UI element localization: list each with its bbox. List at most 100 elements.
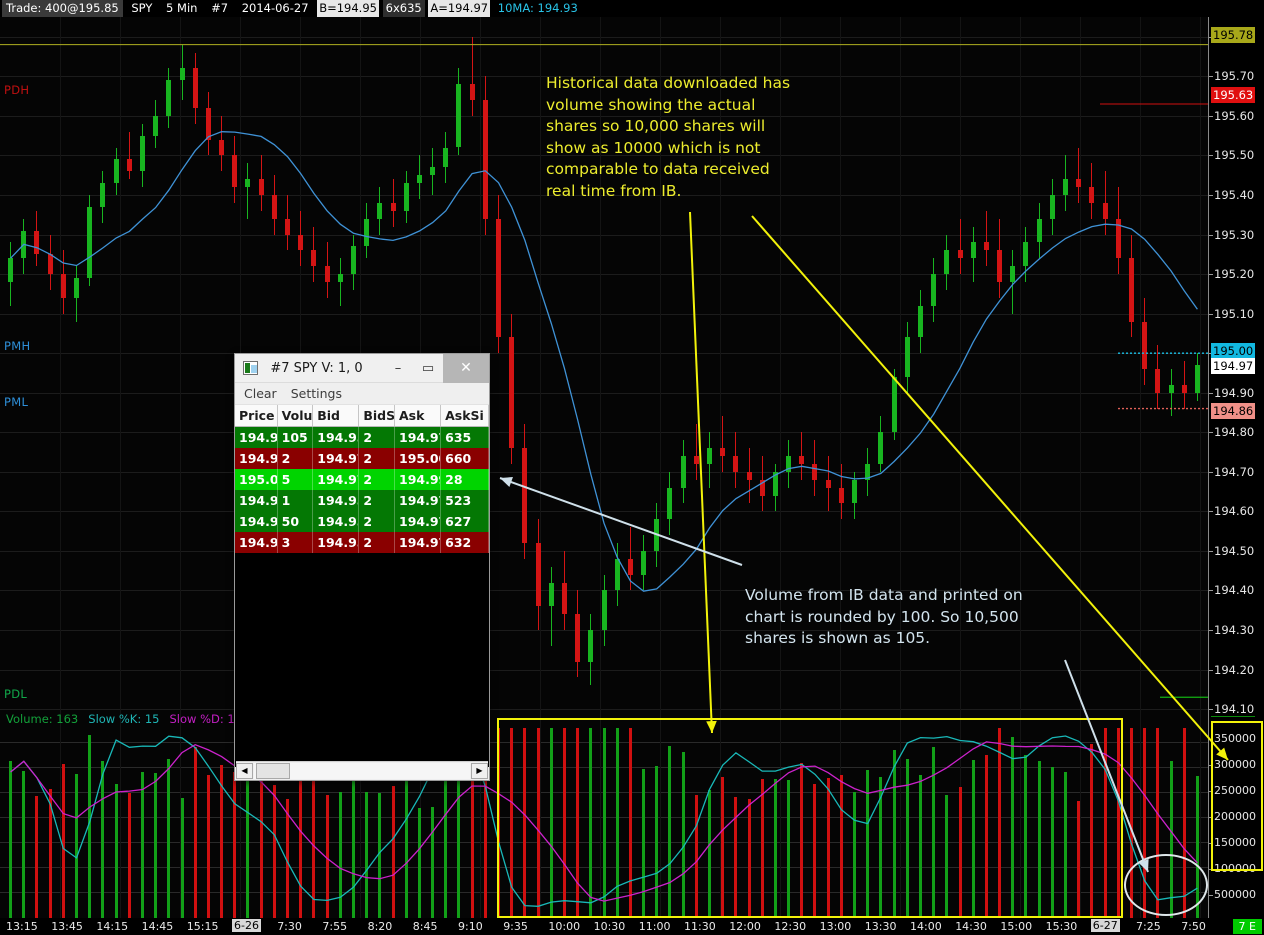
window-titlebar[interactable]: #7 SPY V: 1, 0 – ▭ ✕	[235, 353, 489, 383]
scroll-left-button[interactable]: ◀	[236, 762, 253, 779]
candle-body	[113, 159, 119, 184]
candle-body	[21, 230, 27, 259]
gridline	[0, 709, 1208, 711]
table-cell: 2	[359, 532, 395, 553]
gridline-v	[540, 17, 541, 717]
time-tick-label: 13:45	[51, 920, 83, 933]
time-tick-label: 14:00	[910, 920, 942, 933]
volume-bar	[391, 785, 395, 918]
column-header[interactable]: AskSi	[441, 405, 489, 426]
candle-body	[100, 183, 106, 207]
candle-body	[285, 218, 291, 235]
table-row[interactable]: 194.97105194.952194.97635	[235, 427, 489, 448]
price-tick-label: 194.90	[1214, 385, 1255, 400]
price-tick-label: 195.30	[1214, 227, 1255, 242]
column-header[interactable]: Ask	[395, 405, 442, 426]
volume-bar	[378, 792, 382, 918]
candle-wick	[339, 258, 341, 306]
scroll-right-button[interactable]: ▶	[471, 762, 488, 779]
table-cell: 2	[359, 490, 395, 511]
window-menubar[interactable]: Clear Settings	[235, 383, 489, 405]
candle-body	[47, 254, 53, 275]
candle-wick	[550, 566, 552, 646]
maximize-button[interactable]: ▭	[421, 360, 435, 376]
time-and-sales-window[interactable]: #7 SPY V: 1, 0 – ▭ ✕ Clear Settings Pric…	[234, 353, 490, 781]
table-cell: 194.97	[235, 490, 278, 511]
table-row[interactable]: 194.972194.972195.00660	[235, 448, 489, 469]
candle-body	[904, 337, 910, 377]
price-highlight-label: 195.00	[1211, 343, 1256, 359]
gridline	[0, 274, 1208, 276]
table-row[interactable]: 194.971194.952194.97523	[235, 490, 489, 511]
price-tick-label: 194.10	[1214, 702, 1255, 717]
candle-body	[1076, 179, 1082, 188]
table-row[interactable]: 194.9750194.952194.97627	[235, 511, 489, 532]
table-row[interactable]: 194.953194.952194.97632	[235, 532, 489, 553]
table-cell: 194.95	[313, 511, 360, 532]
table-row[interactable]: 195.005194.972194.9928	[235, 469, 489, 490]
candle-body	[1194, 365, 1200, 393]
axis-tick	[1209, 432, 1213, 434]
candle-body	[627, 558, 633, 575]
price-marker-pdl: PDL	[4, 687, 28, 701]
candle-body	[456, 84, 462, 148]
volume-bar	[272, 785, 276, 918]
menu-item-settings[interactable]: Settings	[290, 386, 342, 401]
minimize-button[interactable]: –	[394, 360, 402, 376]
scrollbar-track[interactable]	[254, 762, 470, 779]
menu-item-clear[interactable]: Clear	[244, 386, 277, 401]
time-tick-label: 7:50	[1181, 920, 1206, 933]
column-header[interactable]: Price	[235, 405, 278, 426]
column-header[interactable]: Bid	[313, 405, 360, 426]
time-axis[interactable]: 7 E 13:15 13:45 14:15 14:45 15:15 6-26 7:30 7:5…	[0, 918, 1264, 935]
table-empty-area	[235, 553, 489, 767]
table-cell: 2	[278, 448, 314, 469]
candle-body	[1142, 321, 1148, 369]
time-tick-label: 13:30	[864, 920, 897, 933]
horizontal-scrollbar[interactable]: ◀ ▶	[236, 761, 488, 779]
annotation-highlight-box	[497, 718, 1123, 918]
candle-body	[245, 179, 251, 188]
price-highlight-label: 194.97	[1211, 358, 1256, 374]
candle-body	[509, 337, 515, 449]
close-button[interactable]: ✕	[443, 353, 489, 383]
candle-body	[1063, 179, 1069, 195]
candle-body	[838, 487, 844, 504]
column-header[interactable]: Volun	[278, 405, 314, 426]
ask-value: A=194.97	[428, 0, 491, 17]
volume-bar	[404, 772, 408, 918]
table-cell: 635	[441, 427, 489, 448]
scrollbar-thumb[interactable]	[256, 762, 290, 779]
candle-body	[1010, 266, 1016, 282]
candle-body	[746, 471, 752, 480]
time-tick-label: 8:20	[367, 920, 393, 933]
candle-body	[772, 471, 778, 496]
volume-axis[interactable]: 350000 300000 250000 200000 150000 100000 5000…	[1208, 717, 1264, 918]
table-cell: 194.99	[395, 469, 442, 490]
table-cell: 50	[278, 511, 314, 532]
table-rows[interactable]: 194.97105194.952194.97635194.972194.9721…	[235, 427, 489, 553]
column-header[interactable]: BidSiz	[359, 405, 395, 426]
candle-body	[337, 274, 343, 282]
axis-tick	[1209, 76, 1213, 78]
gridline-v	[120, 17, 121, 717]
candle-body	[944, 250, 950, 275]
time-tick-label: 8:45	[412, 920, 438, 933]
price-tick-label: 195.40	[1214, 187, 1255, 202]
legend-1: Slow %K: 15	[88, 712, 160, 726]
price-axis[interactable]: 195.80195.70195.60195.50195.40195.30195.…	[1208, 17, 1264, 732]
candle-body	[878, 432, 884, 464]
time-tick-label: 14:30	[955, 920, 987, 933]
candle-body	[891, 376, 897, 433]
price-highlight-label: 195.63	[1211, 87, 1256, 103]
candle-body	[179, 68, 185, 81]
time-tick-label: 15:00	[1000, 920, 1033, 933]
table-cell: 194.95	[313, 490, 360, 511]
price-marker-pmh: PMH	[4, 339, 31, 353]
axis-tick	[1209, 511, 1213, 513]
candle-wick	[985, 210, 987, 267]
candle-body	[271, 194, 277, 219]
gridline	[0, 234, 1208, 236]
table-cell: 523	[441, 490, 489, 511]
gridline-v	[120, 717, 121, 918]
